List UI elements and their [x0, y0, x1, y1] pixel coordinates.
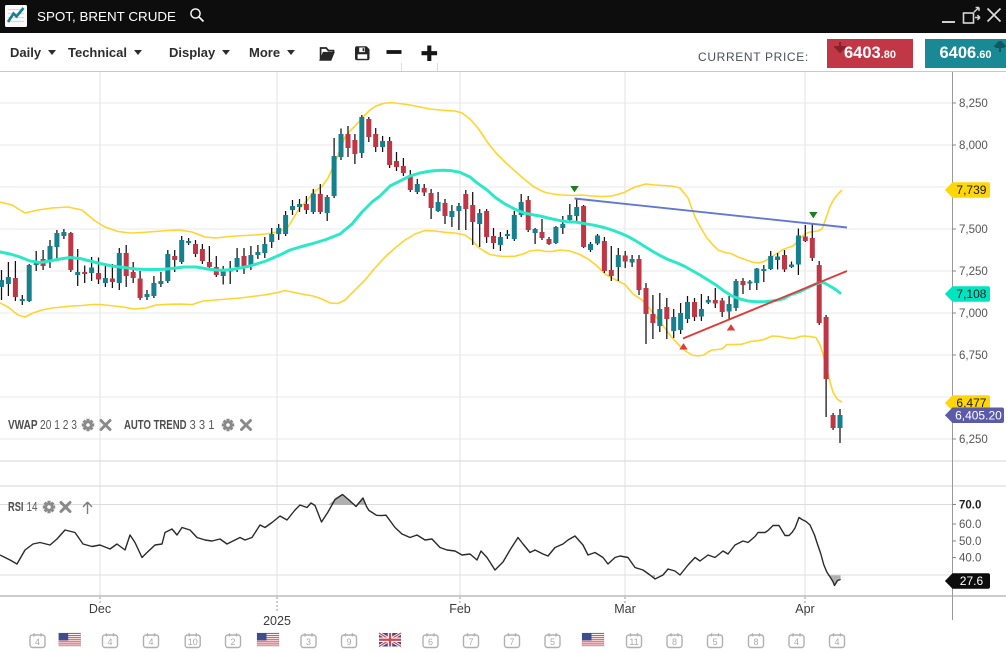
- svg-text:8,000: 8,000: [959, 140, 988, 152]
- svg-text:60.0: 60.0: [959, 519, 981, 531]
- svg-text:3: 3: [306, 637, 311, 647]
- svg-text:7,500: 7,500: [959, 224, 988, 236]
- svg-text:6,750: 6,750: [959, 350, 988, 362]
- svg-text:7,000: 7,000: [959, 308, 988, 320]
- svg-text:SPOT, BRENT CRUDE: SPOT, BRENT CRUDE: [37, 9, 176, 24]
- svg-text:7,250: 7,250: [959, 266, 988, 278]
- svg-text:Mar: Mar: [614, 602, 636, 616]
- svg-text:7: 7: [468, 637, 473, 647]
- svg-text:20 1 2 3: 20 1 2 3: [40, 418, 77, 432]
- svg-text:2: 2: [230, 637, 235, 647]
- svg-text:4: 4: [148, 637, 153, 647]
- svg-text:8: 8: [672, 637, 677, 647]
- svg-text:4: 4: [834, 637, 839, 647]
- svg-text:6,405.20: 6,405.20: [955, 408, 1002, 422]
- svg-text:RSI: RSI: [8, 500, 24, 514]
- svg-text:6,477: 6,477: [956, 396, 986, 410]
- svg-text:50.0: 50.0: [959, 536, 981, 548]
- svg-text:7,108: 7,108: [956, 287, 986, 301]
- svg-text:6,250: 6,250: [959, 434, 988, 446]
- svg-text:6: 6: [428, 637, 433, 647]
- svg-text:14: 14: [27, 500, 38, 514]
- svg-text:VWAP: VWAP: [8, 418, 38, 432]
- svg-text:10: 10: [188, 637, 198, 647]
- svg-text:40.0: 40.0: [959, 553, 981, 565]
- svg-text:2025: 2025: [263, 614, 291, 628]
- svg-text:9: 9: [346, 637, 351, 647]
- svg-text:5: 5: [712, 637, 717, 647]
- svg-text:3 3 1: 3 3 1: [190, 418, 215, 432]
- svg-text:70.0: 70.0: [959, 500, 981, 512]
- svg-text:8,250: 8,250: [959, 98, 988, 110]
- svg-text:7: 7: [509, 637, 514, 647]
- svg-text:Dec: Dec: [89, 602, 111, 616]
- svg-text:4: 4: [35, 637, 40, 647]
- svg-text:4: 4: [107, 637, 112, 647]
- svg-text:5: 5: [550, 637, 555, 647]
- svg-text:4: 4: [794, 637, 799, 647]
- svg-text:7,739: 7,739: [956, 183, 986, 197]
- svg-text:Feb: Feb: [449, 602, 471, 616]
- svg-text:11: 11: [629, 637, 638, 647]
- svg-text:8: 8: [753, 637, 758, 647]
- svg-text:27.6: 27.6: [960, 574, 984, 588]
- svg-text:Apr: Apr: [795, 602, 814, 616]
- svg-text:AUTO TREND: AUTO TREND: [124, 418, 187, 432]
